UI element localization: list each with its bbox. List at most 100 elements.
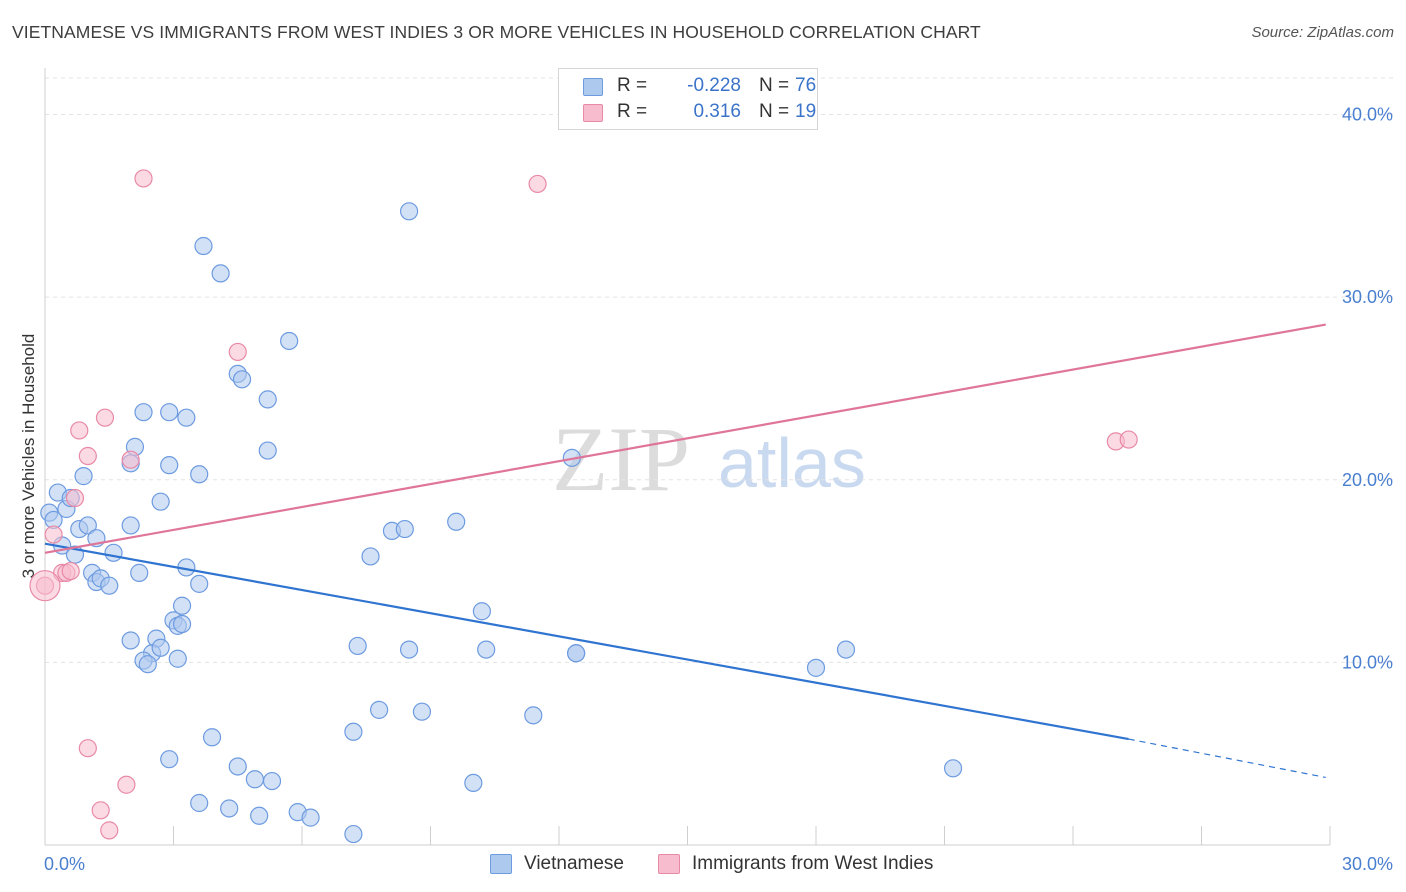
chart-legend: Vietnamese Immigrants from West Indies <box>0 852 1406 878</box>
vietnamese-point <box>344 824 363 844</box>
west-indies-point <box>228 342 247 362</box>
stats-legend-box: R = -0.228 N = 76 R = 0.316 N = 19 <box>558 68 818 130</box>
west-indies-points <box>29 169 1138 840</box>
vietnamese-point <box>160 456 179 475</box>
vietnamese-point <box>138 655 157 674</box>
west-indies-point <box>44 525 63 544</box>
vietnamese-point <box>472 602 491 621</box>
vietnamese-point <box>399 640 419 659</box>
vietnamese-point <box>121 631 140 650</box>
x-axis-ticks <box>44 826 1331 845</box>
vietnamese-point <box>190 793 209 813</box>
west-indies-point <box>78 739 97 758</box>
vietnamese-point <box>567 644 586 663</box>
vietnamese-point <box>121 516 140 535</box>
vietnamese-point <box>412 702 432 721</box>
vietnamese-point <box>104 543 123 562</box>
vietnamese-point <box>806 658 826 677</box>
vietnamese-point <box>194 236 213 256</box>
vietnamese-point <box>232 370 252 389</box>
vietnamese-point <box>160 403 179 422</box>
vietnamese-point <box>258 390 277 409</box>
vietnamese-point <box>172 614 192 634</box>
y-tick-label: 40.0% <box>1342 105 1393 125</box>
vietnamese-point <box>258 441 277 460</box>
west-indies-point <box>61 561 80 581</box>
vietnamese-point <box>211 264 230 283</box>
west-indies-point <box>117 775 136 794</box>
vietnamese-point <box>280 331 299 351</box>
vietnamese-point <box>160 750 179 769</box>
vietnamese-point <box>190 465 209 484</box>
legend-label: Vietnamese <box>524 853 624 874</box>
west-indies-point <box>121 450 140 469</box>
n-value: 19 <box>795 101 817 122</box>
vietnamese-trend-line <box>44 542 1129 741</box>
west-indies-point <box>70 421 89 440</box>
west-indies-point <box>528 174 547 194</box>
west-indies-trend-line <box>44 323 1326 554</box>
watermark: ZIP atlas <box>552 408 866 510</box>
chart-title: VIETNAMESE VS IMMIGRANTS FROM WEST INDIE… <box>12 22 981 42</box>
source-credit: Source: ZipAtlas.com <box>1251 24 1394 41</box>
west-indies-point <box>95 408 115 427</box>
legend-label: Immigrants from West Indies <box>692 853 934 874</box>
vietnamese-point <box>348 636 367 656</box>
vietnamese-point <box>78 516 97 535</box>
n-label: N = <box>759 75 790 96</box>
n-value: 76 <box>795 75 817 96</box>
vietnamese-point <box>395 519 414 539</box>
west-indies-point <box>91 801 110 820</box>
vietnamese-point <box>370 700 389 719</box>
west-indies-point-large <box>29 570 61 602</box>
west-indies-point <box>65 488 85 508</box>
vietnamese-point <box>177 408 196 427</box>
vietnamese-point <box>151 638 170 657</box>
vietnamese-swatch <box>583 78 603 96</box>
vietnamese-point <box>134 403 153 422</box>
y-axis-tick-labels: 10.0% 20.0% 30.0% 40.0% <box>1342 105 1393 673</box>
vietnamese-point <box>190 574 209 593</box>
vietnamese-point <box>301 808 320 827</box>
vietnamese-legend-swatch <box>490 854 512 874</box>
n-label: N = <box>759 101 790 122</box>
vietnamese-point <box>100 576 119 595</box>
vietnamese-point <box>943 759 963 778</box>
vietnamese-point <box>524 706 543 725</box>
y-axis-label: 3 or more Vehicles in Household <box>19 334 38 579</box>
r-value: 0.316 <box>693 101 741 122</box>
r-label: R = <box>617 75 648 96</box>
vietnamese-point <box>399 202 419 221</box>
vietnamese-points <box>40 202 963 844</box>
grid-lines <box>45 77 1395 663</box>
vietnamese-point <box>836 640 856 659</box>
y-tick-label: 10.0% <box>1342 652 1393 672</box>
vietnamese-point <box>220 799 239 818</box>
vietnamese-point <box>168 649 187 668</box>
vietnamese-point <box>202 728 222 747</box>
west-indies-point <box>100 821 119 840</box>
r-value: -0.228 <box>687 75 741 96</box>
west-indies-legend-swatch <box>658 854 680 874</box>
y-tick-label: 20.0% <box>1342 470 1393 490</box>
r-label: R = <box>617 101 648 122</box>
west-indies-point <box>1119 430 1138 449</box>
x-tick-label-min: 0.0% <box>44 854 85 874</box>
vietnamese-point <box>151 492 170 511</box>
west-indies-point <box>78 446 97 466</box>
vietnamese-point <box>262 771 282 791</box>
vietnamese-point <box>344 722 363 741</box>
y-tick-label: 30.0% <box>1342 287 1393 307</box>
vietnamese-point <box>130 563 149 582</box>
vietnamese-point <box>74 467 93 486</box>
vietnamese-trend-extension <box>1128 738 1326 779</box>
vietnamese-point <box>245 770 264 789</box>
vietnamese-point <box>447 512 466 531</box>
vietnamese-point <box>464 773 483 793</box>
watermark-atlas-text: atlas <box>718 424 866 502</box>
trend-lines <box>44 323 1326 779</box>
west-indies-point <box>134 169 153 188</box>
x-tick-label-max: 30.0% <box>1342 854 1393 874</box>
vietnamese-point <box>361 547 380 566</box>
